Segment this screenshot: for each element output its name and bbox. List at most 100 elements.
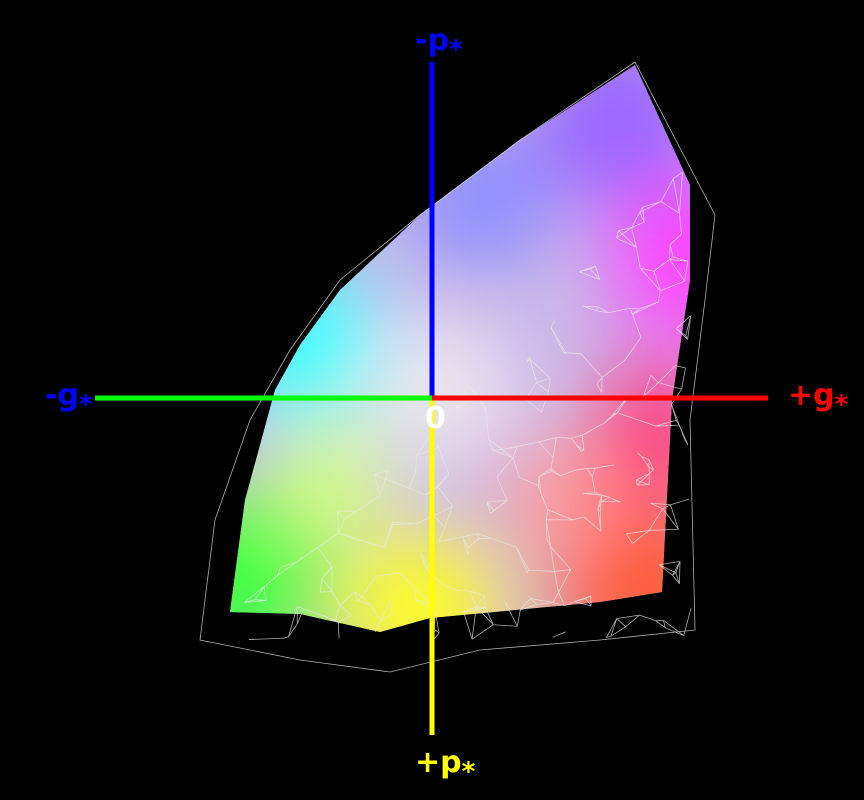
- mesh-edge: [384, 522, 393, 548]
- mesh-edge: [538, 468, 552, 477]
- mesh-edge: [586, 468, 593, 478]
- mesh-edge: [357, 539, 385, 548]
- mesh-edge: [594, 492, 602, 496]
- mesh-edge: [526, 358, 531, 363]
- mesh-edge: [477, 533, 480, 539]
- mesh-edge: [512, 446, 518, 459]
- mesh-edge: [374, 469, 389, 476]
- color-blob: [370, 320, 510, 460]
- mesh-edge: [662, 504, 671, 510]
- mesh-edge: [672, 256, 688, 262]
- mesh-edge: [572, 516, 585, 521]
- mesh-edge: [655, 620, 666, 629]
- mesh-edge: [419, 551, 431, 569]
- mesh-edge: [530, 598, 554, 603]
- mesh-edge: [611, 412, 618, 416]
- mesh-edge: [610, 626, 626, 637]
- color-blob: [340, 530, 500, 632]
- mesh-edge: [617, 412, 637, 420]
- mesh-edge: [616, 230, 619, 239]
- mesh-edge: [565, 352, 581, 354]
- mesh-edge: [589, 268, 601, 280]
- mesh-edge: [655, 424, 680, 427]
- mesh-edge: [442, 584, 457, 591]
- mesh-edge: [625, 614, 640, 628]
- mesh-edge: [337, 510, 340, 534]
- mesh-edge: [370, 604, 382, 621]
- mesh-edge: [616, 227, 632, 239]
- mesh-edge: [632, 301, 659, 315]
- mesh-edge: [649, 469, 654, 474]
- mesh-edge: [356, 495, 381, 512]
- mesh-edge: [475, 595, 485, 608]
- mesh-edge: [659, 561, 681, 566]
- mesh-edge: [493, 624, 518, 627]
- mesh-edge: [637, 473, 650, 486]
- mesh-edge: [444, 506, 453, 528]
- mesh-edge: [583, 516, 602, 532]
- mesh-edge: [678, 561, 681, 584]
- mesh-edge: [339, 591, 355, 606]
- mesh-edge: [681, 367, 686, 390]
- mesh-edge: [610, 618, 618, 637]
- mesh-edge: [639, 267, 661, 292]
- mesh-edge: [485, 409, 490, 440]
- mesh-edge: [669, 256, 674, 260]
- mesh-edge: [636, 473, 650, 481]
- mesh-edge: [583, 493, 602, 496]
- mesh-edge: [484, 607, 494, 625]
- mesh-edge: [598, 306, 609, 314]
- mesh-edge: [243, 600, 267, 603]
- mesh-edge: [616, 618, 626, 628]
- mesh-edge: [639, 207, 643, 213]
- mesh-edge: [560, 469, 576, 477]
- mesh-edge: [670, 498, 690, 506]
- mesh-edge: [660, 178, 674, 202]
- mesh-edge: [374, 620, 382, 633]
- mesh-edge: [525, 398, 542, 413]
- mesh-edge: [379, 470, 389, 496]
- mesh-edge: [541, 391, 549, 413]
- axis-label-right: +g*: [788, 378, 849, 420]
- mesh-edge: [337, 510, 345, 520]
- mesh-edge: [331, 591, 341, 606]
- mesh-edge: [545, 519, 548, 540]
- mesh-edge: [658, 564, 673, 576]
- mesh-edge: [389, 600, 393, 615]
- mesh-edge: [462, 533, 478, 538]
- mesh-edge: [669, 259, 686, 282]
- mesh-edge: [558, 569, 572, 593]
- mesh-edge: [672, 575, 680, 584]
- mesh-edge: [502, 446, 518, 451]
- mesh-edge: [357, 600, 371, 606]
- mesh-edge: [683, 607, 692, 636]
- mesh-edge: [585, 598, 592, 607]
- mesh-edge: [553, 631, 566, 638]
- label-text: +g: [788, 378, 835, 413]
- label-subscript: *: [449, 35, 463, 65]
- mesh-edge: [616, 237, 637, 248]
- mesh-edge: [576, 445, 585, 451]
- mesh-edge: [606, 635, 612, 638]
- mesh-edge: [322, 615, 339, 623]
- mesh-edge: [279, 561, 297, 569]
- mesh-edge: [631, 212, 641, 228]
- mesh-edge: [471, 606, 477, 640]
- mesh-edge: [684, 261, 689, 282]
- mesh-edge: [574, 598, 586, 603]
- color-blob: [270, 420, 390, 540]
- mesh-edge: [608, 307, 631, 314]
- mesh-edge: [642, 201, 662, 208]
- mesh-edge: [433, 632, 440, 640]
- color-blob: [500, 440, 620, 560]
- label-subscript: *: [79, 390, 93, 420]
- origin-label: 0: [425, 401, 446, 436]
- mesh-edge: [515, 546, 528, 573]
- mesh-edge: [591, 476, 596, 494]
- mesh-edge: [606, 618, 618, 638]
- mesh-edge: [545, 509, 549, 520]
- mesh-edge: [658, 365, 676, 383]
- mesh-edge: [574, 601, 592, 607]
- mesh-edge: [433, 505, 453, 516]
- mesh-edge: [554, 571, 559, 593]
